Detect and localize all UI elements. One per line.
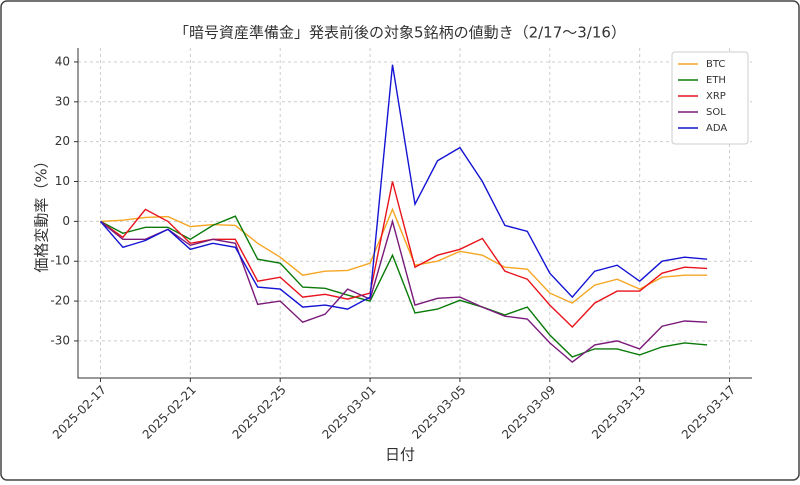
legend: BTC ETH XRP SOL ADA (671, 51, 749, 145)
legend-label: ADA (706, 123, 727, 134)
axes (77, 48, 752, 379)
legend-label: XRP (706, 91, 726, 102)
legend-label: SOL (706, 107, 726, 118)
y-tick-label: 20 (55, 134, 70, 148)
series-line (100, 207, 708, 304)
y-tick-label: -30 (50, 333, 70, 347)
x-axis-label: 日付 (385, 446, 415, 464)
series-line (100, 218, 708, 364)
y-tick-label: -10 (50, 254, 70, 268)
y-axis-label: 価格変動率（%） (33, 153, 51, 272)
y-tick-label: 30 (55, 94, 70, 108)
y-tick-label: 10 (55, 174, 70, 188)
legend-label: BTC (706, 59, 725, 70)
legend-label: ETH (706, 75, 726, 86)
y-tick-label: -20 (50, 294, 70, 308)
series-line (100, 215, 708, 358)
chart-title: 「暗号資産準備金」発表前後の対象5銘柄の値動き（2/17〜3/16） (174, 24, 626, 42)
series-line (99, 64, 708, 310)
y-tick-label: 0 (62, 214, 70, 228)
series-line (100, 181, 708, 328)
legend-box (671, 51, 749, 145)
y-tick-label: 40 (55, 54, 70, 68)
